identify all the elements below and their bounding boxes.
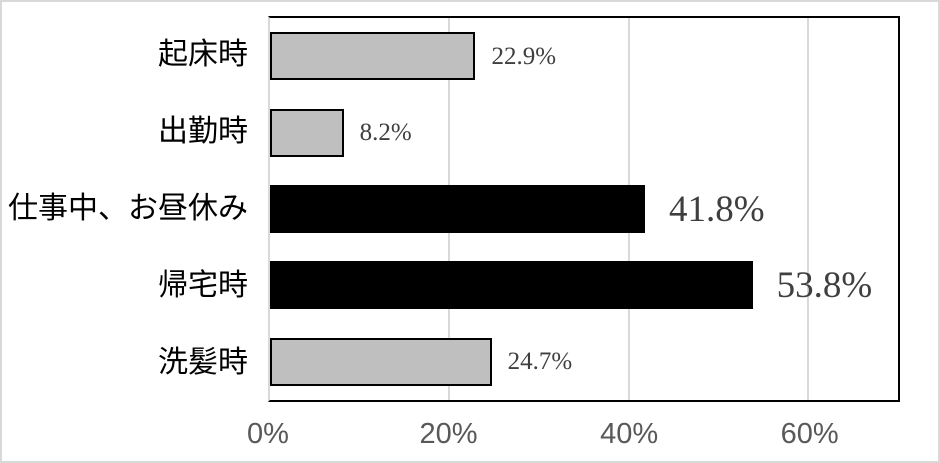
y-axis-category-labels: 起床時 出勤時 仕事中、お昼休み 帰宅時 洗髪時 — [2, 16, 254, 402]
bar-row: 53.8% — [270, 247, 898, 323]
bar-value-label: 24.7% — [507, 348, 573, 376]
plot-area: 22.9% 8.2% 41.8% 53.8% 24.7% — [268, 16, 900, 402]
bar-value-label: 8.2% — [359, 119, 412, 147]
bar-row: 24.7% — [270, 324, 898, 400]
x-axis-tick-label: 60% — [780, 418, 839, 450]
category-label: 出勤時 — [158, 114, 248, 148]
category-label: 帰宅時 — [158, 269, 248, 303]
x-axis-tick-label: 20% — [419, 418, 478, 450]
bar-row: 8.2% — [270, 94, 898, 170]
x-axis-tick-label: 0% — [247, 418, 289, 450]
bar-row: 22.9% — [270, 18, 898, 94]
x-axis-tick-label: 40% — [600, 418, 659, 450]
bar — [270, 108, 344, 157]
bar — [270, 337, 492, 386]
gridline-60 — [807, 18, 810, 400]
bar-rows: 22.9% 8.2% 41.8% 53.8% 24.7% — [270, 18, 898, 400]
bar — [270, 261, 753, 310]
x-axis-tick-labels: 0% 20% 40% 60% — [247, 418, 900, 456]
bar — [270, 32, 476, 81]
category-label: 仕事中、お昼休み — [8, 192, 248, 225]
category-label: 起床時 — [158, 37, 248, 71]
bar — [270, 185, 645, 234]
bar-value-label: 41.8% — [669, 188, 765, 230]
bar-value-label: 22.9% — [491, 42, 557, 70]
bar-row: 41.8% — [270, 171, 898, 247]
category-label: 洗髪時 — [158, 346, 248, 380]
bar-value-label: 53.8% — [776, 264, 873, 306]
